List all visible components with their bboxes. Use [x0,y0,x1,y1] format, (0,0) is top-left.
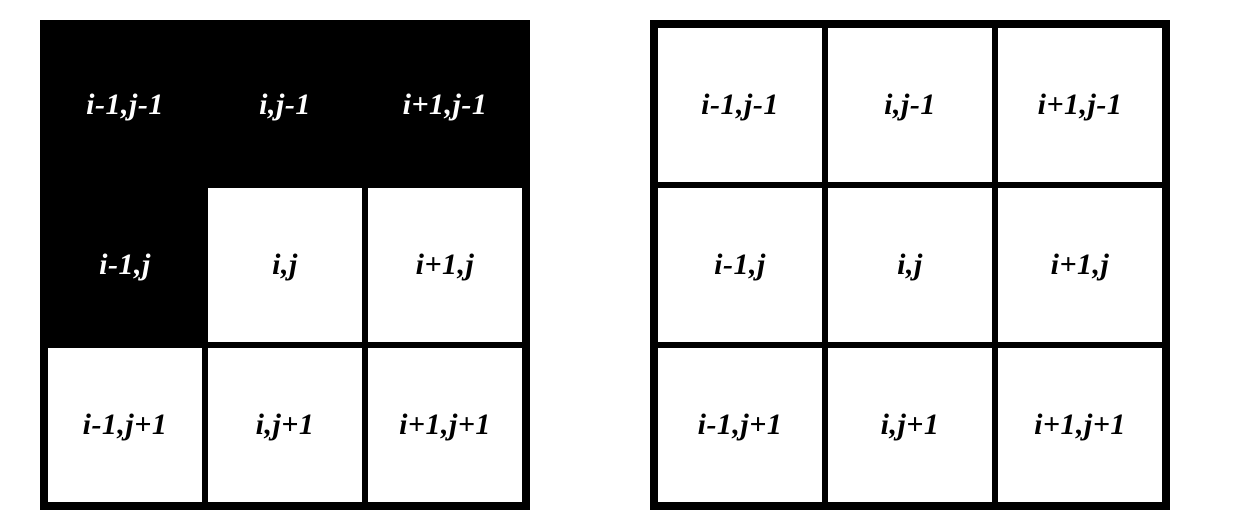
grid-right: i-1,j-1i,j-1i+1,j-1i-1,ji,ji+1,ji-1,j+1i… [650,20,1170,510]
cell-right-8: i+1,j+1 [995,345,1165,505]
cell-left-0: i-1,j-1 [45,25,205,185]
cell-left-2: i+1,j-1 [365,25,525,185]
cell-right-1: i,j-1 [825,25,995,185]
cell-left-1: i,j-1 [205,25,365,185]
grid-left: i-1,j-1i,j-1i+1,j-1i-1,ji,ji+1,ji-1,j+1i… [40,20,530,510]
cell-left-3: i-1,j [45,185,205,345]
cell-right-4: i,j [825,185,995,345]
cell-left-4: i,j [205,185,365,345]
cell-right-5: i+1,j [995,185,1165,345]
cell-right-7: i,j+1 [825,345,995,505]
cell-left-7: i,j+1 [205,345,365,505]
diagram-wrap: i-1,j-1i,j-1i+1,j-1i-1,ji,ji+1,ji-1,j+1i… [0,0,1240,530]
cell-right-2: i+1,j-1 [995,25,1165,185]
cell-right-3: i-1,j [655,185,825,345]
cell-left-6: i-1,j+1 [45,345,205,505]
cell-left-5: i+1,j [365,185,525,345]
cell-right-6: i-1,j+1 [655,345,825,505]
cell-right-0: i-1,j-1 [655,25,825,185]
cell-left-8: i+1,j+1 [365,345,525,505]
